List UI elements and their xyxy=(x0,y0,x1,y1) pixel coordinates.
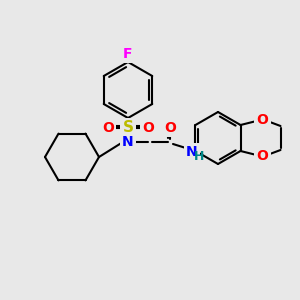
Text: H: H xyxy=(194,151,204,164)
Text: N: N xyxy=(122,135,134,149)
Text: F: F xyxy=(123,47,133,61)
Text: O: O xyxy=(256,113,268,127)
Text: O: O xyxy=(142,121,154,135)
Text: O: O xyxy=(164,121,176,135)
Text: S: S xyxy=(122,121,134,136)
Text: N: N xyxy=(186,145,198,159)
Text: O: O xyxy=(102,121,114,135)
Text: O: O xyxy=(256,149,268,163)
